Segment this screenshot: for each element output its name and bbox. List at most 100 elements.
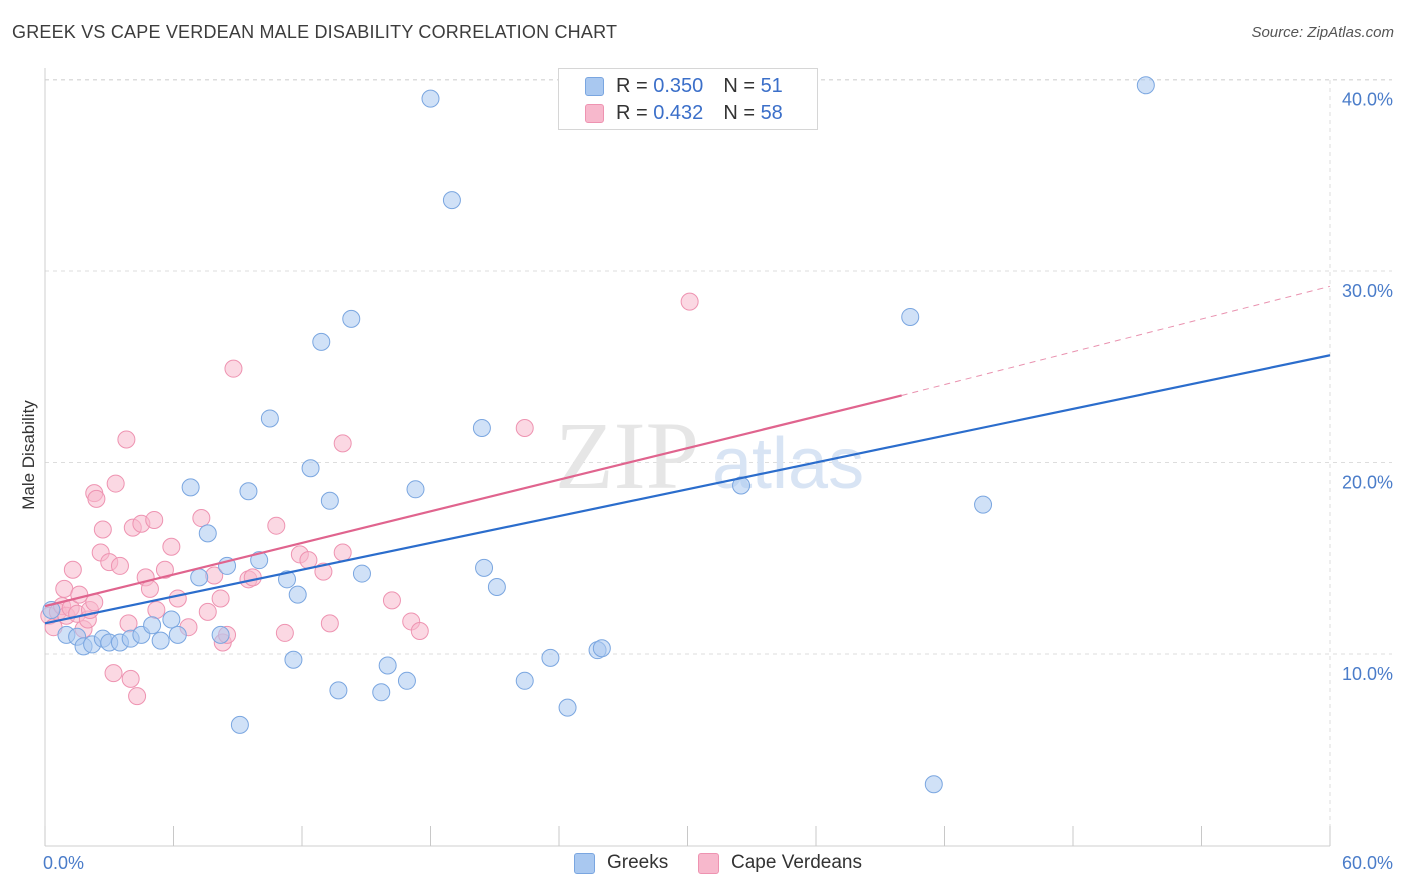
greeks-legend-swatch	[574, 852, 595, 874]
greeks-point	[406, 480, 425, 499]
y-tick-label: 40.0%	[1342, 90, 1393, 110]
trend-lines	[44, 285, 1331, 625]
greeks-point	[320, 491, 339, 510]
y-tick-label: 10.0%	[1342, 664, 1393, 684]
greeks-point	[924, 775, 943, 794]
greeks-swatch	[585, 76, 604, 96]
legend-r-label: R =	[616, 101, 648, 124]
legend-r-label: R =	[616, 74, 648, 97]
greeks-point	[162, 610, 181, 629]
cape-verdeans-point	[211, 589, 230, 608]
cape-verdeans-point	[224, 359, 243, 378]
greeks-legend-label: Greeks	[607, 852, 669, 873]
greeks-point	[288, 585, 307, 604]
cape-verdeans-point	[70, 585, 89, 604]
cape-verdeans-swatch	[585, 103, 604, 123]
greeks-point	[974, 495, 993, 514]
cape-verdeans-point	[162, 537, 181, 556]
cape-verdeans-point	[333, 434, 352, 453]
greeks-point	[732, 476, 751, 495]
greeks-points	[42, 76, 1155, 794]
cape-verdeans-point	[168, 589, 187, 608]
cape-verdeans-point	[117, 430, 136, 449]
greeks-point	[284, 650, 303, 669]
y-tick-label: 30.0%	[1342, 281, 1393, 301]
legend-r-value: 0.432	[653, 101, 704, 124]
cape-verdeans-point	[275, 623, 294, 642]
cape-verdeans-point	[104, 664, 123, 683]
greeks-point	[181, 478, 200, 497]
greeks-point	[342, 309, 361, 328]
cape-verdeans-point	[382, 591, 401, 610]
greeks-point	[239, 482, 258, 501]
greeks-point	[151, 631, 170, 650]
cape-verdeans-legend-swatch	[698, 852, 719, 874]
cape-verdeans-point	[93, 520, 112, 539]
greeks-point	[1136, 76, 1155, 95]
greeks-point	[901, 307, 920, 326]
cape-verdeans-point	[267, 516, 286, 535]
greeks-point	[312, 332, 331, 351]
cape-verdeans-point	[110, 556, 129, 575]
legend-row-cape-verdeans: R = 0.432 N = 58	[585, 100, 783, 126]
cape-verdeans-point	[314, 562, 333, 581]
cape-verdeans-point	[145, 510, 164, 529]
cape-verdeans-point	[198, 602, 217, 621]
greeks-point	[442, 191, 461, 210]
greeks-point	[168, 625, 187, 644]
correlation-legend: R = 0.350 N = 51 R = 0.432 N = 58	[558, 68, 818, 130]
cape-verdeans-point	[128, 687, 147, 706]
watermark-zip: ZIP	[555, 402, 699, 509]
greeks-point	[541, 648, 560, 667]
greeks-trend-line	[44, 354, 1331, 625]
x-tick-label: 0.0%	[43, 853, 84, 873]
greeks-point	[250, 551, 269, 570]
cape-verdeans-point	[147, 600, 166, 619]
x-tick-label: 60.0%	[1342, 853, 1393, 873]
cape-verdeans-point	[155, 560, 174, 579]
cape-verdeans-point	[55, 579, 74, 598]
greeks-point	[230, 715, 249, 734]
y-tick-label: 20.0%	[1342, 473, 1393, 493]
cape-verdeans-point	[320, 614, 339, 633]
cape-verdeans-point	[121, 669, 140, 688]
cape-verdeans-point	[140, 579, 159, 598]
greeks-point	[198, 524, 217, 543]
greeks-point	[260, 409, 279, 428]
cape-verdeans-point	[106, 474, 125, 493]
greeks-point	[143, 616, 162, 635]
source-label: Source: ZipAtlas.com	[1251, 24, 1394, 41]
cape-verdeans-trend-line	[44, 394, 902, 608]
cape-verdeans-point	[87, 489, 106, 508]
greeks-point	[472, 419, 491, 438]
bottom-legend-greeks: Greeks	[574, 852, 668, 874]
cape-verdeans-point	[410, 622, 429, 641]
greeks-point	[487, 577, 506, 596]
greeks-point	[301, 459, 320, 478]
cape-verdeans-point	[243, 568, 262, 587]
cape-verdeans-point	[192, 509, 211, 528]
cape-verdeans-point	[515, 419, 534, 438]
greeks-point	[329, 681, 348, 700]
greeks-point	[372, 683, 391, 702]
greeks-point	[475, 558, 494, 577]
cape-verdeans-trend-extension	[901, 285, 1331, 396]
legend-n-value: 51	[760, 74, 783, 97]
cape-verdeans-point	[63, 560, 82, 579]
cape-verdeans-legend-label: Cape Verdeans	[731, 852, 862, 873]
tick-labels: 10.0% 20.0% 30.0% 40.0% 0.0% 60.0%	[43, 90, 1393, 874]
greeks-point	[397, 671, 416, 690]
watermark: ZIP atlas	[555, 402, 864, 509]
greeks-point	[211, 625, 230, 644]
legend-row-greeks: R = 0.350 N = 51	[585, 73, 783, 99]
legend-n-label: N =	[723, 74, 755, 97]
legend-r-value: 0.350	[653, 74, 704, 97]
y-axis-title: Male Disability	[19, 400, 38, 510]
bottom-legend-cape-verdeans: Cape Verdeans	[698, 852, 862, 874]
greeks-point	[558, 698, 577, 717]
cape-verdeans-point	[333, 543, 352, 562]
greeks-point	[352, 564, 371, 583]
chart-title: GREEK VS CAPE VERDEAN MALE DISABILITY CO…	[12, 22, 618, 42]
greeks-point	[278, 570, 297, 589]
